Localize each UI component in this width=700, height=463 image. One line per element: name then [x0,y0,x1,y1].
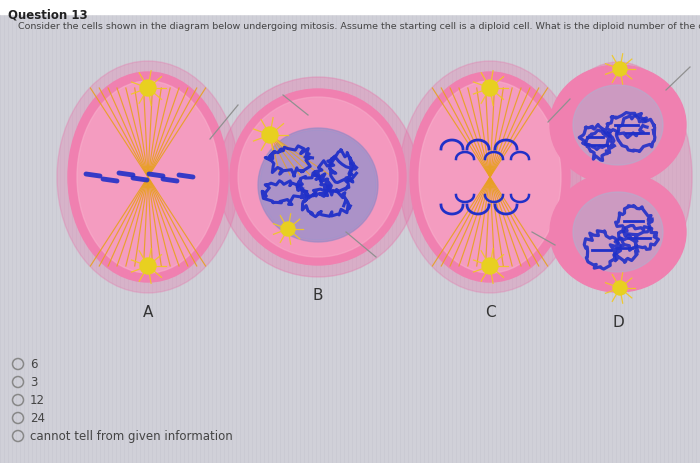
Text: cannot tell from given information: cannot tell from given information [30,430,232,443]
Ellipse shape [573,193,663,272]
Ellipse shape [550,173,686,292]
Text: 3: 3 [30,375,37,388]
Ellipse shape [399,62,581,294]
Circle shape [482,258,498,275]
Circle shape [140,258,156,275]
Ellipse shape [550,66,686,186]
Circle shape [262,128,278,144]
Circle shape [613,282,627,295]
Text: A: A [143,304,153,319]
Bar [0,0,700,15]
Ellipse shape [68,73,228,282]
Ellipse shape [419,82,561,274]
Ellipse shape [57,62,239,294]
Ellipse shape [258,129,378,243]
Text: Question 13: Question 13 [8,8,88,21]
Text: B: B [313,288,323,302]
Circle shape [281,223,295,237]
Ellipse shape [230,90,406,265]
Text: 6: 6 [30,358,38,371]
Text: 24: 24 [30,412,45,425]
Ellipse shape [218,78,418,277]
Ellipse shape [573,86,663,166]
Ellipse shape [238,98,398,257]
Ellipse shape [260,131,376,240]
Ellipse shape [77,82,219,274]
Ellipse shape [410,73,570,282]
Text: Consider the cells shown in the diagram below undergoing mitosis. Assume the sta: Consider the cells shown in the diagram … [18,22,700,31]
Ellipse shape [544,63,692,292]
Circle shape [482,81,498,97]
Text: D: D [612,314,624,329]
Circle shape [613,63,627,77]
Circle shape [140,81,156,97]
Text: 12: 12 [30,394,45,407]
Text: C: C [484,304,496,319]
